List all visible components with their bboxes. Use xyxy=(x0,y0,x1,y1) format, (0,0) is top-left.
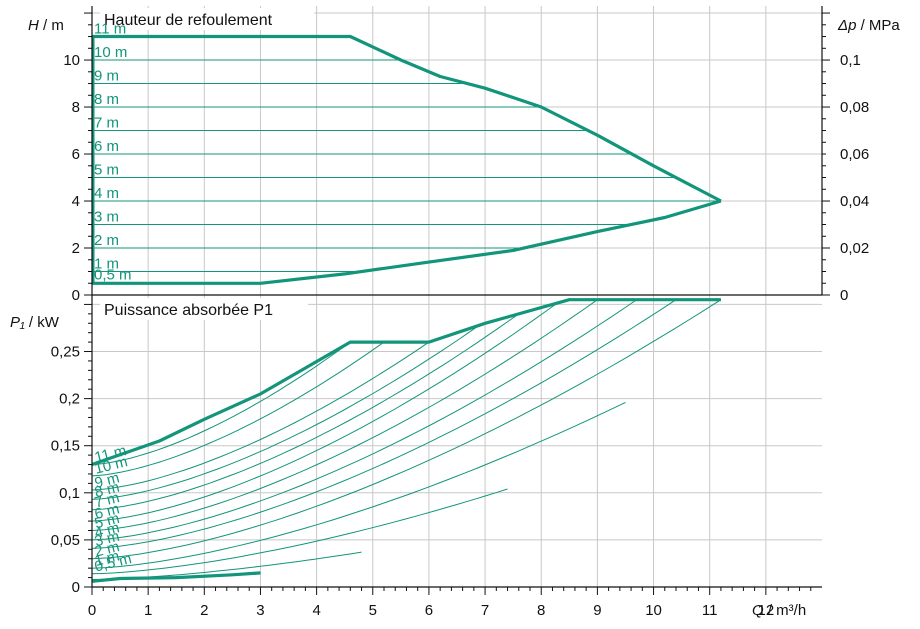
power-curve-label: 4 m xyxy=(93,519,121,542)
head-curve-label: 1 m xyxy=(94,256,119,273)
max-envelope-curve xyxy=(92,34,722,203)
x-tick-label: 12 xyxy=(758,602,775,619)
panel-title-head: Hauteur de refoulement xyxy=(104,12,273,29)
x-tick-label: 10 xyxy=(645,602,662,619)
y2-tick-label: 0,04 xyxy=(840,193,869,210)
labels-layer: 024681000,020,040,060,080,100,050,10,150… xyxy=(10,8,900,619)
head-curve-label: 5 m xyxy=(94,162,119,179)
panel-title-power: Puissance absorbée P1 xyxy=(104,302,273,319)
y-tick-label: 2 xyxy=(72,240,80,257)
grid-layer xyxy=(92,6,822,587)
y-axis-symbol: P₁ xyxy=(10,314,25,331)
power-curve-5m xyxy=(91,299,598,531)
power-curve-8m xyxy=(91,324,480,500)
y-tick-label: 0,15 xyxy=(51,438,80,455)
y2-tick-label: 0,08 xyxy=(840,99,869,116)
y-axis-label-power: P₁ / kW xyxy=(10,314,60,331)
min-power-curve xyxy=(91,571,261,583)
y2-tick-label: 0,02 xyxy=(840,240,869,257)
power-curve-9m xyxy=(91,341,430,491)
curves-layer xyxy=(91,34,722,583)
head-curve-label: 8 m xyxy=(94,91,119,108)
head-curve-label: 10 m xyxy=(94,44,127,61)
power-curve-10m xyxy=(91,341,385,477)
power-curve-05m xyxy=(91,488,508,575)
y-tick-label: 0,2 xyxy=(59,391,80,408)
y-tick-label: 4 xyxy=(72,193,80,210)
title-backing xyxy=(100,8,314,30)
min-envelope-curve xyxy=(92,199,722,285)
head-curve-label: 7 m xyxy=(94,115,119,132)
x-tick-label: 11 xyxy=(702,602,718,619)
power-curve-6m xyxy=(91,302,559,522)
y-tick-label: 0,1 xyxy=(59,485,80,502)
y-tick-label: 0,05 xyxy=(51,532,80,549)
y-tick-label: 10 xyxy=(63,52,80,69)
y2-axis-unit: / MPa xyxy=(856,17,900,34)
y-axis-symbol: H xyxy=(28,17,39,34)
power-curve-2m xyxy=(91,299,722,560)
head-curve-label: 2 m xyxy=(94,232,119,249)
x-tick-label: 8 xyxy=(537,602,545,619)
y-tick-label: 0,25 xyxy=(51,344,80,361)
y-axis-unit: / kW xyxy=(25,314,60,331)
power-curve-7m xyxy=(91,313,520,511)
y2-tick-label: 0,06 xyxy=(840,146,869,163)
power-curve-label: 5 m xyxy=(93,510,121,533)
x-tick-label: 2 xyxy=(200,602,208,619)
power-curve-11m xyxy=(91,341,351,465)
y-tick-label: 0 xyxy=(72,579,80,596)
x-tick-label: 5 xyxy=(369,602,377,619)
head-curve-label: 11 m xyxy=(94,21,126,38)
power-curve-label: 1 m xyxy=(93,547,121,570)
head-curve-label: 6 m xyxy=(94,138,119,155)
head-curve-label: 0,5 m xyxy=(94,266,132,283)
x-tick-label: 1 xyxy=(144,602,152,619)
x-tick-label: 9 xyxy=(593,602,601,619)
y-tick-label: 0 xyxy=(72,287,80,304)
y-tick-label: 8 xyxy=(72,99,80,116)
power-curve-1m xyxy=(91,401,626,569)
y2-axis-label: Δp / MPa xyxy=(837,17,900,34)
max-power-curve xyxy=(91,298,721,467)
power-curve-4m xyxy=(91,299,637,541)
y-axis-label-head: H / m xyxy=(28,17,64,34)
power-curve-label: 3 m xyxy=(93,528,121,551)
y2-tick-label: 0 xyxy=(840,287,848,304)
x-tick-label: 3 xyxy=(256,602,264,619)
power-curve-label: 7 m xyxy=(93,489,121,512)
axes-layer xyxy=(84,6,830,595)
y2-axis-symbol: Δp xyxy=(837,17,856,34)
head-curve-label: 9 m xyxy=(94,68,119,85)
x-axis-unit: / m³/h xyxy=(764,602,807,619)
x-axis-symbol: Q xyxy=(752,602,764,619)
y2-tick-label: 0,1 xyxy=(840,52,861,69)
x-tick-label: 0 xyxy=(88,602,96,619)
power-curve-label: 9 m xyxy=(93,469,121,492)
head-curve-label: 4 m xyxy=(94,185,119,202)
x-tick-label: 7 xyxy=(481,602,489,619)
y-axis-unit: / m xyxy=(39,17,64,34)
power-curve-label: 6 m xyxy=(93,500,121,523)
x-tick-label: 6 xyxy=(425,602,433,619)
power-curve-label: 2 m xyxy=(93,538,121,561)
power-curve-3m xyxy=(91,299,677,549)
title-backing xyxy=(100,298,308,320)
x-axis-label: Q / m³/h xyxy=(752,602,806,619)
head-curve-label: 3 m xyxy=(94,209,119,226)
y-tick-label: 6 xyxy=(72,146,80,163)
power-curve-label: 8 m xyxy=(93,479,121,502)
x-tick-label: 4 xyxy=(312,602,320,619)
